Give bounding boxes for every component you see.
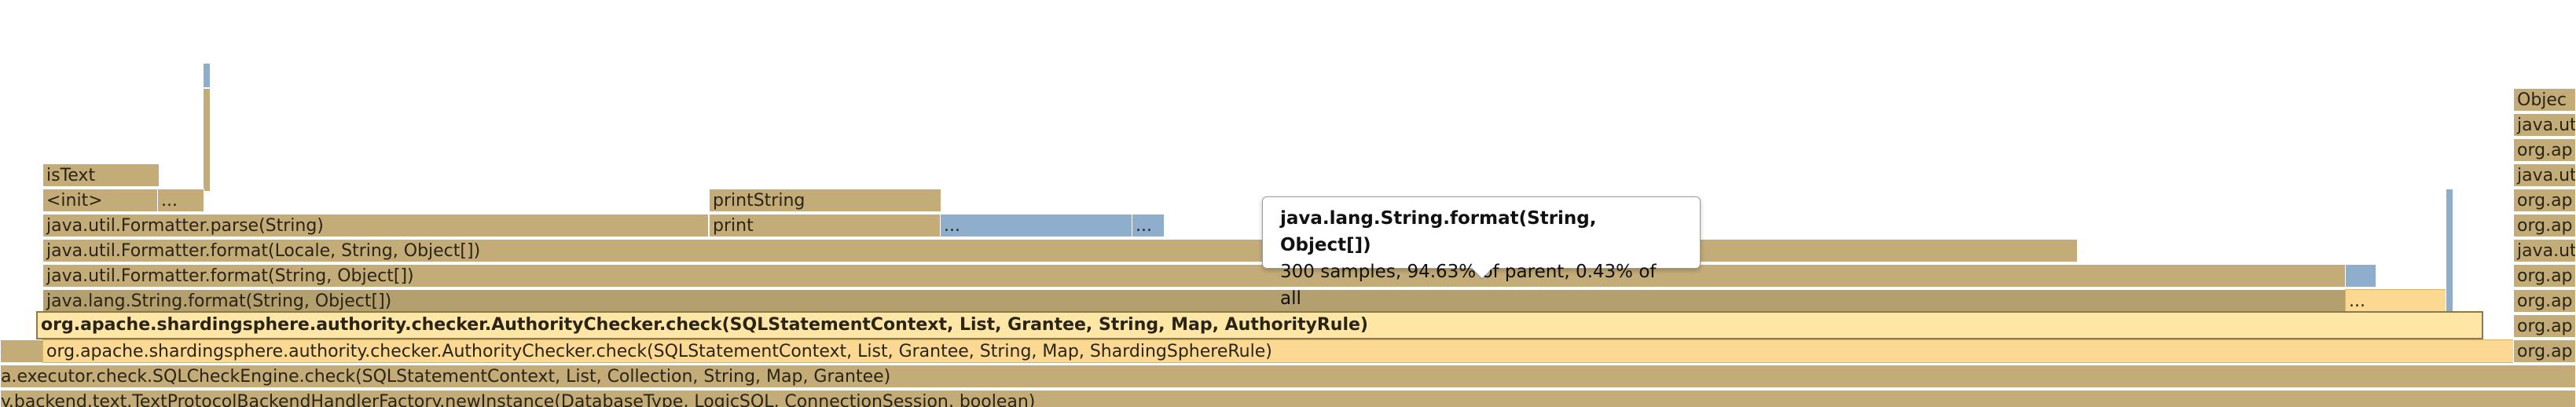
frame-tooltip: java.lang.String.format(String, Object[]… [1262, 196, 1701, 309]
frame-right[interactable]: org.ap [2513, 214, 2576, 237]
frame-ellipsis[interactable]: ... [1132, 214, 1165, 237]
frame-right[interactable]: java.uti [2513, 239, 2576, 262]
frame-right[interactable]: java.uti [2513, 163, 2576, 187]
frame-is-text[interactable]: isText [42, 163, 160, 187]
frame-ellipsis[interactable]: ... [940, 214, 1133, 237]
tooltip-detail: 300 samples, 94.63% of parent, 0.43% of … [1280, 262, 1657, 309]
tooltip-title: java.lang.String.format(String, Object[]… [1280, 208, 1597, 255]
frame-right[interactable]: org.ap [2513, 289, 2576, 313]
frame-authority-checker-authority-rule[interactable]: org.apache.shardingsphere.authority.chec… [36, 311, 2483, 339]
frame[interactable] [203, 88, 211, 192]
frame-formatter-format[interactable]: java.util.Formatter.format(String, Objec… [42, 264, 2347, 288]
frame[interactable] [0, 339, 44, 363]
frame-right[interactable]: org.ap [2513, 138, 2576, 162]
frame-string-format[interactable]: java.lang.String.format(String, Object[]… [42, 289, 2347, 313]
frame-init[interactable]: <init> [42, 189, 159, 212]
frame-ellipsis[interactable]: ... [157, 189, 204, 212]
frame-sql-check-engine[interactable]: a.executor.check.SQLCheckEngine.check(SQ… [0, 365, 2576, 388]
frame[interactable] [2446, 189, 2453, 314]
frame-formatter-parse[interactable]: java.util.Formatter.parse(String) [42, 214, 709, 237]
frame-right[interactable]: java.uti [2513, 113, 2576, 137]
frame-ellipsis[interactable]: ... [2345, 289, 2447, 313]
frame-right[interactable]: org.ap [2513, 189, 2576, 212]
frame[interactable] [2345, 264, 2376, 288]
frame-right[interactable]: org.ap [2513, 264, 2576, 288]
frame[interactable] [203, 63, 211, 88]
frame-right[interactable]: Objec [2513, 88, 2576, 112]
frame-print[interactable]: print [709, 214, 941, 237]
frame-print-string[interactable]: printString [709, 189, 941, 212]
frame-formatter-format-locale[interactable]: java.util.Formatter.format(Locale, Strin… [42, 239, 2078, 262]
frame-right[interactable]: org.ap [2513, 314, 2576, 338]
frame-right[interactable]: org.ap [2513, 339, 2576, 363]
frame-handler-factory[interactable]: y.backend.text.TextProtocolBackendHandle… [0, 390, 2576, 407]
frame-authority-checker-sharding-rule[interactable]: org.apache.shardingsphere.authority.chec… [42, 339, 2518, 363]
tooltip-arrow [1471, 267, 1493, 278]
